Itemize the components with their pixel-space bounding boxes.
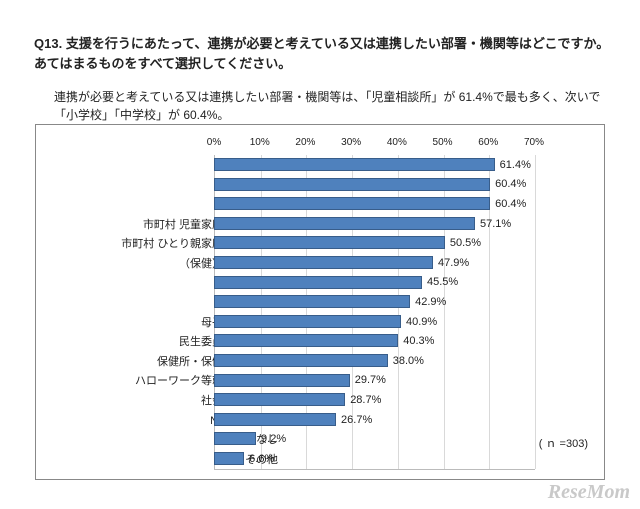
bar-row: 社会福祉協議会28.7% — [36, 390, 604, 410]
value-label: 6.6% — [244, 449, 274, 469]
summary-text: 連携が必要と考えている又は連携したい部署・機関等は、「児童相談所」が 61.4%… — [54, 88, 614, 124]
bar — [214, 178, 490, 191]
value-label: 50.5% — [445, 233, 481, 253]
watermark: ReseMom — [548, 481, 630, 504]
chart-container: 0%10%20%30%40%50%60%70% ( ｎ =303) 児童相談所6… — [35, 124, 605, 480]
x-tick-label: 20% — [295, 137, 315, 148]
x-tick-label: 0% — [207, 137, 221, 148]
bar — [214, 256, 433, 269]
x-tick-label: 50% — [433, 137, 453, 148]
value-label: 60.4% — [490, 175, 526, 195]
value-label: 45.5% — [422, 273, 458, 293]
x-tick-label: 30% — [341, 137, 361, 148]
bar-row: NPO等の団体26.7% — [36, 410, 604, 430]
bar — [214, 354, 388, 367]
value-label: 26.7% — [336, 410, 372, 430]
bar-row: 小学校60.4% — [36, 175, 604, 195]
bar — [214, 217, 475, 230]
bar — [214, 432, 256, 445]
x-tick-label: 70% — [524, 137, 544, 148]
bar-row: その他6.6% — [36, 449, 604, 469]
bar — [214, 374, 350, 387]
value-label: 47.9% — [433, 253, 469, 273]
value-label: 9.2% — [256, 429, 286, 449]
value-label: 29.7% — [350, 371, 386, 391]
value-label: 61.4% — [495, 155, 531, 175]
bar — [214, 393, 345, 406]
bar-row: 児童相談所61.4% — [36, 155, 604, 175]
bar-row: 市町村 ひとり親家庭福祉担当課50.5% — [36, 233, 604, 253]
bar-row: 保育所42.9% — [36, 292, 604, 312]
bar — [214, 158, 495, 171]
bar — [214, 236, 445, 249]
bar-row: ハローワーク等就労支援機関29.7% — [36, 371, 604, 391]
question-number: Q13. — [34, 36, 62, 51]
bar-row: 高等学校45.5% — [36, 273, 604, 293]
bar — [214, 452, 244, 465]
value-label: 38.0% — [388, 351, 424, 371]
bar — [214, 315, 401, 328]
bar-row: （保健）福祉事務所47.9% — [36, 253, 604, 273]
value-label: 57.1% — [475, 214, 511, 234]
bar-row: 保健所・保健福祉事務所38.0% — [36, 351, 604, 371]
bar-row: 特になし9.2% — [36, 429, 604, 449]
bar-row: 母子保健担当課40.9% — [36, 312, 604, 332]
question-text: 支援を行うにあたって、連携が必要と考えている又は連携したい部署・機関等はどこです… — [34, 36, 609, 71]
x-tick-label: 40% — [387, 137, 407, 148]
bar — [214, 334, 398, 347]
bar — [214, 295, 410, 308]
value-label: 40.9% — [401, 312, 437, 332]
x-tick-label: 10% — [250, 137, 270, 148]
value-label: 42.9% — [410, 292, 446, 312]
question-block: Q13. 支援を行うにあたって、連携が必要と考えている又は連携したい部署・機関等… — [34, 34, 614, 73]
value-label: 28.7% — [345, 390, 381, 410]
value-label: 60.4% — [490, 194, 526, 214]
bar — [214, 276, 422, 289]
bar-row: 民生委員・児童委員40.3% — [36, 331, 604, 351]
bar-row: 市町村 児童家庭相談担当課57.1% — [36, 214, 604, 234]
bar — [214, 197, 490, 210]
value-label: 40.3% — [398, 331, 434, 351]
x-tick-label: 60% — [478, 137, 498, 148]
bar-row: 中学校60.4% — [36, 194, 604, 214]
bar — [214, 413, 336, 426]
